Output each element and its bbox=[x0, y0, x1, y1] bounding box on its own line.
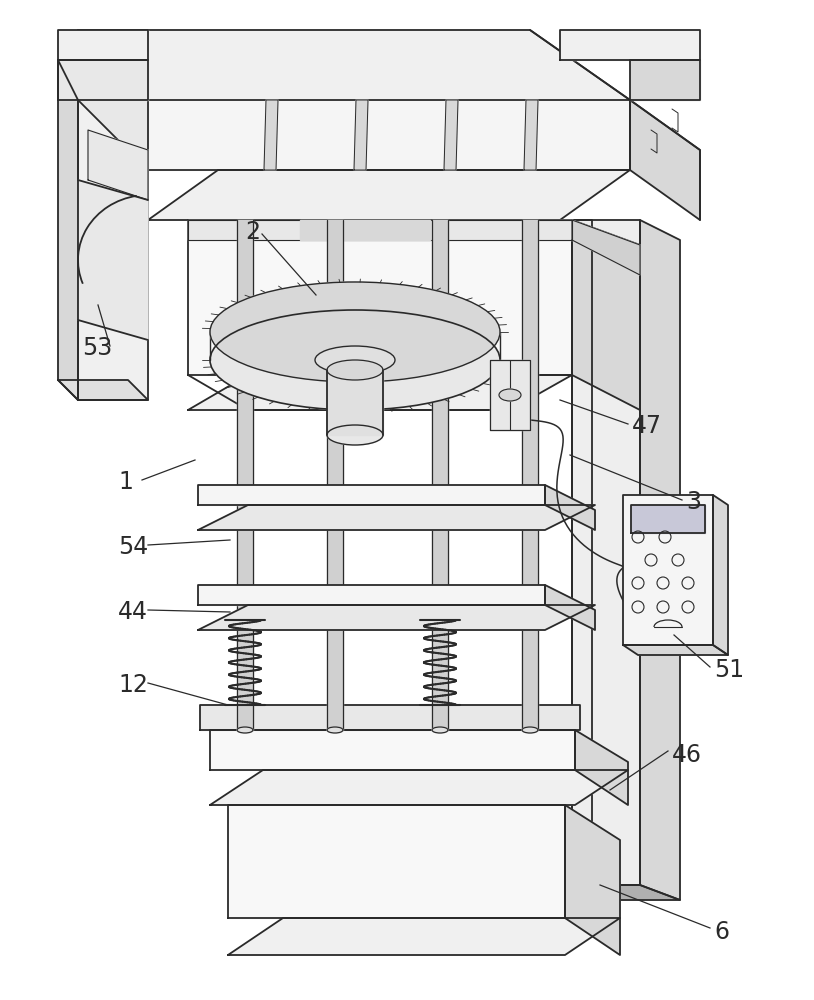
Text: 6: 6 bbox=[714, 920, 729, 944]
Polygon shape bbox=[88, 130, 148, 200]
Polygon shape bbox=[210, 730, 575, 770]
Ellipse shape bbox=[315, 346, 395, 374]
Text: 46: 46 bbox=[672, 743, 702, 767]
Ellipse shape bbox=[499, 389, 521, 401]
Polygon shape bbox=[228, 918, 620, 955]
Polygon shape bbox=[327, 220, 343, 730]
Polygon shape bbox=[188, 375, 572, 410]
Ellipse shape bbox=[210, 282, 500, 382]
Polygon shape bbox=[198, 505, 595, 530]
Ellipse shape bbox=[522, 727, 538, 733]
Polygon shape bbox=[78, 30, 148, 220]
Polygon shape bbox=[623, 645, 728, 655]
Polygon shape bbox=[58, 380, 148, 400]
Polygon shape bbox=[327, 370, 383, 435]
Polygon shape bbox=[148, 100, 630, 170]
Polygon shape bbox=[78, 180, 148, 340]
Polygon shape bbox=[188, 220, 572, 240]
Polygon shape bbox=[188, 220, 572, 375]
Polygon shape bbox=[572, 885, 680, 900]
Text: 12: 12 bbox=[118, 673, 148, 697]
Polygon shape bbox=[354, 100, 368, 170]
Polygon shape bbox=[572, 220, 640, 275]
Polygon shape bbox=[572, 220, 592, 855]
Polygon shape bbox=[545, 585, 595, 630]
Polygon shape bbox=[623, 495, 713, 645]
Polygon shape bbox=[228, 805, 565, 918]
Text: 53: 53 bbox=[82, 336, 112, 360]
Polygon shape bbox=[300, 220, 430, 240]
Polygon shape bbox=[572, 220, 640, 885]
Ellipse shape bbox=[432, 727, 448, 733]
Polygon shape bbox=[630, 100, 700, 220]
Polygon shape bbox=[237, 220, 253, 730]
Ellipse shape bbox=[237, 727, 253, 733]
Text: 1: 1 bbox=[118, 470, 133, 494]
Polygon shape bbox=[631, 505, 705, 533]
Polygon shape bbox=[444, 100, 458, 170]
Polygon shape bbox=[630, 60, 700, 100]
Text: 2: 2 bbox=[245, 220, 260, 244]
Polygon shape bbox=[490, 360, 530, 430]
Polygon shape bbox=[524, 100, 538, 170]
Text: 3: 3 bbox=[686, 490, 701, 514]
Text: 54: 54 bbox=[118, 535, 148, 559]
Polygon shape bbox=[210, 770, 628, 805]
Polygon shape bbox=[432, 220, 448, 730]
Text: 47: 47 bbox=[632, 414, 662, 438]
Polygon shape bbox=[200, 705, 580, 730]
Polygon shape bbox=[58, 60, 78, 400]
Polygon shape bbox=[78, 100, 148, 400]
Polygon shape bbox=[58, 30, 148, 60]
Polygon shape bbox=[560, 30, 700, 60]
Polygon shape bbox=[198, 485, 545, 505]
Polygon shape bbox=[640, 220, 680, 900]
Ellipse shape bbox=[327, 360, 383, 380]
Polygon shape bbox=[545, 485, 595, 530]
Text: 51: 51 bbox=[714, 658, 744, 682]
Polygon shape bbox=[198, 605, 595, 630]
Polygon shape bbox=[575, 730, 628, 805]
Polygon shape bbox=[264, 100, 278, 170]
Polygon shape bbox=[148, 170, 630, 220]
Polygon shape bbox=[522, 220, 538, 730]
Polygon shape bbox=[713, 495, 728, 655]
Polygon shape bbox=[565, 805, 620, 955]
Ellipse shape bbox=[210, 310, 500, 410]
Polygon shape bbox=[198, 585, 545, 605]
Ellipse shape bbox=[327, 727, 343, 733]
Polygon shape bbox=[58, 60, 148, 100]
Ellipse shape bbox=[327, 425, 383, 445]
Polygon shape bbox=[78, 30, 630, 100]
Polygon shape bbox=[572, 220, 640, 410]
Text: 44: 44 bbox=[118, 600, 148, 624]
